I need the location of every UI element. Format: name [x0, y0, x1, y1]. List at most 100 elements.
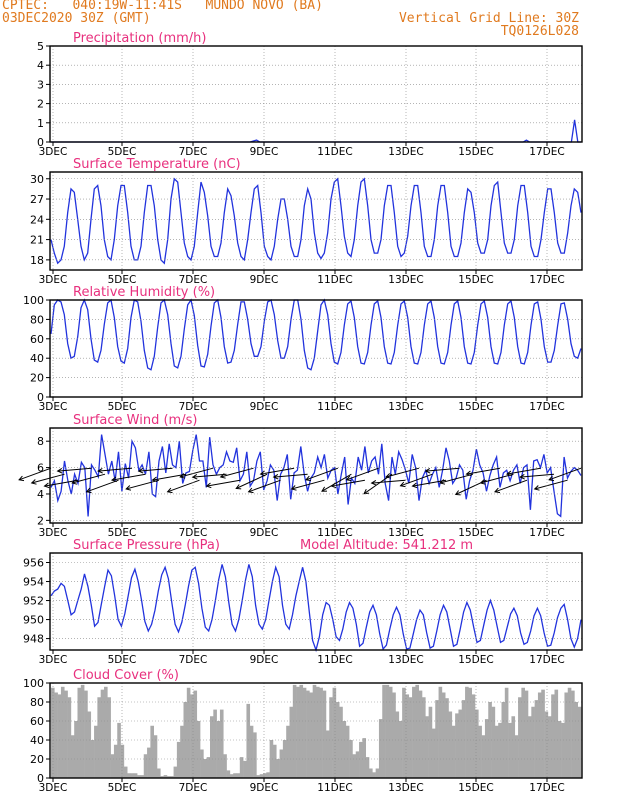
wind-arrow-head	[454, 490, 461, 496]
wind-arrow-head	[110, 476, 117, 483]
cloud-bar	[143, 754, 148, 778]
y-tick-label: 1	[37, 117, 44, 130]
cloud-bar	[239, 757, 244, 778]
panel-title: Relative Humidity (%)	[73, 285, 215, 300]
wind-arrow	[466, 467, 501, 475]
wind-arrow	[86, 479, 119, 493]
cloud-bar	[312, 684, 317, 778]
cloud-bar	[508, 722, 512, 778]
cloud-bar	[537, 692, 542, 778]
wind-arrow	[57, 467, 92, 472]
cloud-bar	[226, 770, 231, 778]
wind-arrow-head	[533, 485, 540, 491]
x-tick-label: 11DEC	[317, 274, 352, 286]
cloud-bar	[150, 725, 154, 778]
wind-arrow	[425, 467, 460, 472]
wind-arrow-head	[505, 470, 512, 477]
wind-arrow	[371, 479, 406, 484]
cloud-bar	[475, 709, 479, 778]
wind-arrow-head	[71, 479, 78, 485]
cloud-bar	[385, 684, 390, 778]
cloud-bar	[534, 700, 539, 778]
cloud-bar	[137, 775, 141, 778]
cloud-bar	[117, 722, 121, 778]
y-tick-label: 948	[23, 633, 44, 646]
cloud-bar	[130, 773, 135, 778]
panel-title: Cloud Cover (%)	[73, 668, 179, 683]
cloud-bar	[418, 690, 423, 778]
cloud-bar	[458, 709, 463, 778]
cloud-bar	[521, 687, 525, 778]
x-tick-label: 11DEC	[317, 146, 352, 158]
x-tick-label: 7DEC	[179, 654, 208, 666]
wind-arrow	[235, 473, 268, 489]
cloud-bar	[296, 686, 300, 778]
header-grid-line: Vertical Grid Line: 30Z	[398, 11, 579, 26]
cloud-bar	[372, 772, 376, 778]
wind-arrow-head	[385, 473, 392, 479]
header-location: CPTEC: 040:19W-11:41S MUNDO NOVO (BA)	[2, 0, 323, 13]
cloud-bar	[309, 692, 313, 778]
cloud-bar	[408, 697, 413, 778]
cloud-bar	[441, 692, 446, 778]
cloud-bar	[488, 702, 492, 778]
y-tick-label: 18	[30, 254, 44, 267]
cloud-bar	[266, 772, 270, 778]
cloud-bar	[398, 721, 403, 778]
cloud-bar	[80, 684, 85, 778]
cloud-bar	[342, 721, 347, 778]
cloud-bar	[67, 697, 72, 778]
wind-arrow-head	[191, 473, 198, 480]
y-tick-label: 60	[30, 715, 44, 728]
x-tick-label: 13DEC	[388, 401, 423, 413]
cloud-bar	[422, 697, 426, 778]
wind-arrow-head	[125, 485, 132, 491]
x-tick-label: 11DEC	[317, 527, 352, 539]
x-tick-label: 15DEC	[458, 654, 493, 666]
x-tick-label: 13DEC	[388, 654, 423, 666]
x-tick-label: 9DEC	[250, 782, 279, 794]
cloud-bar	[339, 706, 343, 778]
cloud-bar	[382, 684, 386, 778]
wind-arrow-head	[370, 479, 377, 486]
cloud-bar	[104, 686, 108, 778]
y-tick-label: 0	[37, 391, 44, 404]
cloud-bar	[445, 698, 449, 778]
cloud-bar	[243, 760, 247, 778]
x-tick-label: 11DEC	[317, 401, 352, 413]
cloud-bar	[123, 766, 128, 778]
wind-arrow-head	[424, 467, 431, 474]
wind-arrow	[400, 473, 433, 487]
cloud-bar	[369, 768, 373, 778]
y-tick-label: 60	[30, 333, 44, 346]
x-tick-label: 5DEC	[108, 782, 137, 794]
wind-arrow-head	[272, 473, 279, 480]
wind-arrow-head	[259, 470, 266, 477]
x-tick-label: 15DEC	[458, 782, 493, 794]
wind-arrow-head	[290, 485, 297, 491]
wind-arrow	[167, 479, 200, 493]
cloud-bar	[210, 716, 214, 778]
cloud-bar	[412, 686, 416, 778]
cloud-bar	[120, 744, 125, 778]
wind-arrow-head	[179, 473, 186, 479]
wind-arrow	[273, 473, 308, 478]
wind-arrow-head	[219, 473, 226, 479]
cloud-bar	[113, 744, 118, 778]
y-tick-label: 21	[30, 234, 44, 247]
cloud-bar	[332, 687, 337, 778]
x-tick-label: 15DEC	[458, 527, 493, 539]
cloud-bar	[163, 775, 168, 778]
wind-arrow	[180, 467, 214, 478]
x-tick-label: 15DEC	[458, 146, 493, 158]
cloud-bar	[428, 706, 433, 778]
x-tick-label: 13DEC	[388, 274, 423, 286]
y-tick-label: 40	[30, 734, 44, 747]
wind-arrow-head	[494, 487, 501, 494]
cloud-bar	[528, 716, 532, 778]
wind-arrow	[291, 479, 325, 490]
cloud-bar	[110, 754, 115, 778]
wind-arrow	[138, 467, 173, 472]
wind-arrow-head	[166, 487, 173, 494]
cloud-bar	[448, 711, 453, 778]
